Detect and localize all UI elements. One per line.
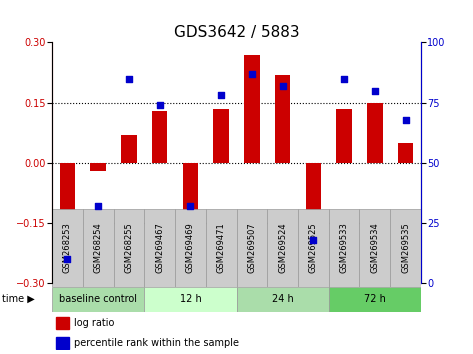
Bar [144, 209, 175, 287]
Bar [114, 209, 144, 287]
Text: 12 h: 12 h [180, 294, 201, 304]
Bar [121, 135, 137, 163]
Bar [183, 163, 198, 237]
Bar [144, 287, 236, 312]
Point [371, 88, 378, 93]
Text: GSM268255: GSM268255 [124, 222, 133, 273]
Text: GSM269507: GSM269507 [247, 222, 256, 273]
Point [248, 71, 255, 76]
Bar [244, 55, 260, 163]
Bar [336, 109, 352, 163]
Bar [275, 75, 290, 163]
Bar [398, 143, 413, 163]
Bar [60, 163, 75, 239]
Text: percentile rank within the sample: percentile rank within the sample [74, 338, 239, 348]
Bar [83, 209, 114, 287]
Text: time ▶: time ▶ [2, 294, 35, 304]
Bar [56, 317, 69, 329]
Point [402, 117, 410, 122]
Text: GSM269469: GSM269469 [186, 222, 195, 273]
Bar [236, 209, 267, 287]
Title: GDS3642 / 5883: GDS3642 / 5883 [174, 25, 299, 40]
Bar [329, 209, 359, 287]
Bar [52, 287, 144, 312]
Text: GSM269524: GSM269524 [278, 222, 287, 273]
Point [125, 76, 132, 81]
Point [94, 203, 102, 209]
Bar [329, 287, 421, 312]
Point [279, 83, 287, 88]
Text: 72 h: 72 h [364, 294, 386, 304]
Point [310, 237, 317, 243]
Text: baseline control: baseline control [59, 294, 137, 304]
Text: log ratio: log ratio [74, 318, 114, 328]
Bar [236, 287, 329, 312]
Point [63, 256, 71, 262]
Bar [390, 209, 421, 287]
Text: GSM268254: GSM268254 [94, 222, 103, 273]
Bar [213, 109, 229, 163]
Text: 24 h: 24 h [272, 294, 293, 304]
Point [217, 93, 225, 98]
Bar [206, 209, 236, 287]
Bar [152, 111, 167, 163]
Bar [367, 103, 383, 163]
Text: GSM269533: GSM269533 [340, 222, 349, 273]
Text: GSM269535: GSM269535 [401, 222, 410, 273]
Bar [359, 209, 390, 287]
Bar [298, 209, 329, 287]
Point [341, 76, 348, 81]
Bar [52, 209, 83, 287]
Bar [267, 209, 298, 287]
Text: GSM269534: GSM269534 [370, 222, 379, 273]
Text: GSM269467: GSM269467 [155, 222, 164, 273]
Point [186, 203, 194, 209]
Bar [56, 337, 69, 348]
Text: GSM269525: GSM269525 [309, 222, 318, 273]
Bar [90, 163, 106, 171]
Text: GSM268253: GSM268253 [63, 222, 72, 273]
Bar [306, 163, 321, 271]
Point [156, 102, 164, 108]
Text: GSM269471: GSM269471 [217, 222, 226, 273]
Bar [175, 209, 206, 287]
